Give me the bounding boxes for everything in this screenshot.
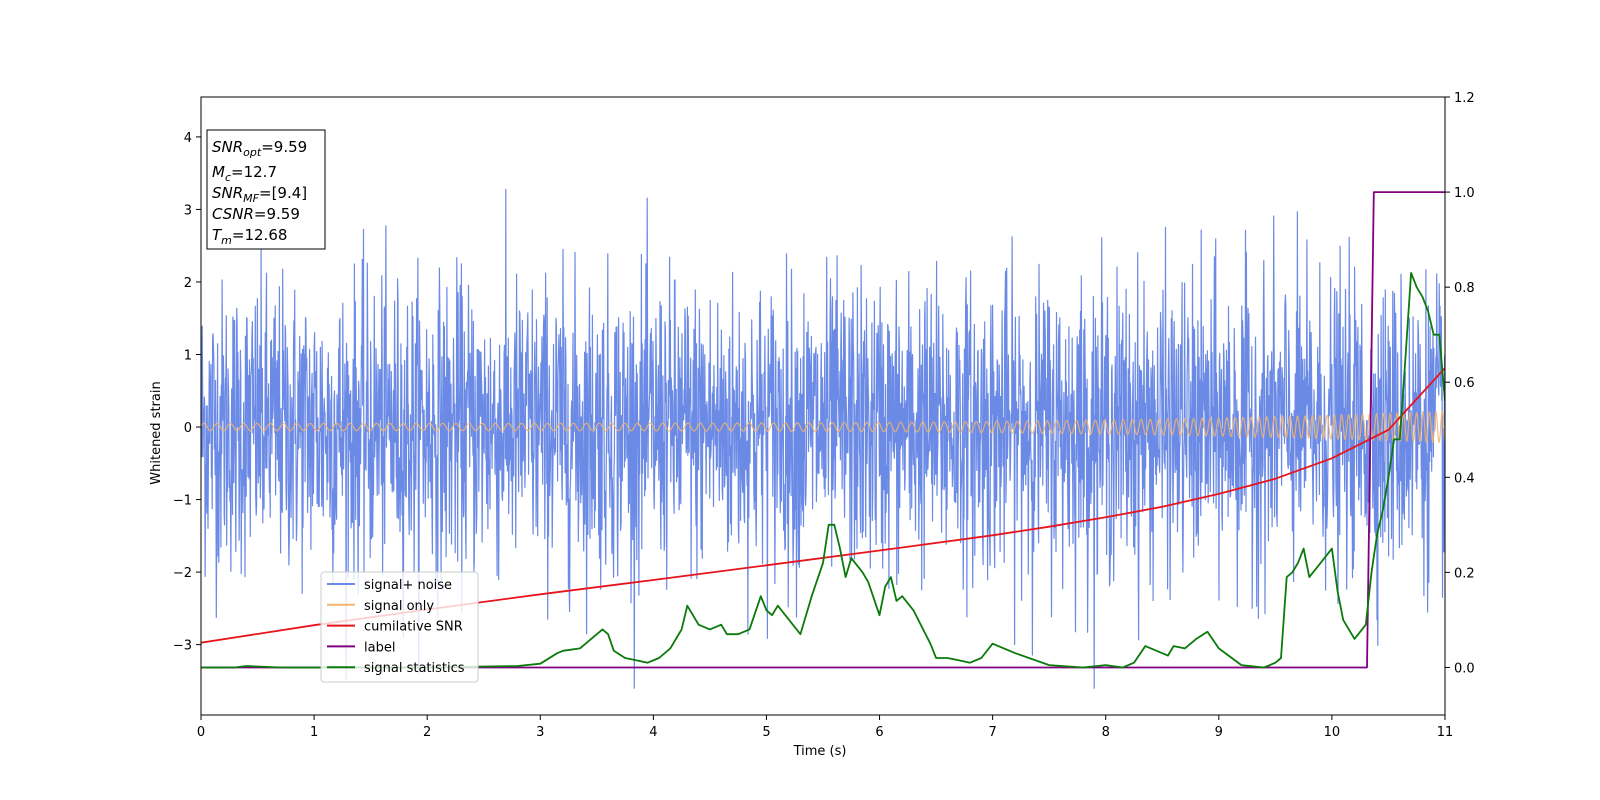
stats-line: SNRopt=9.59 xyxy=(212,138,307,159)
stats-subscript: MF xyxy=(243,192,259,205)
x-tick-label: 9 xyxy=(1215,725,1223,740)
stats-line: Mc=12.7 xyxy=(212,163,277,184)
y-left-tick-label: 2 xyxy=(184,276,192,291)
y-left-tick-label: 3 xyxy=(184,203,192,218)
stats-name: T xyxy=(212,226,223,244)
plot-area xyxy=(201,188,1445,689)
y-axis-title: Whitened strain xyxy=(149,381,164,484)
y-left-tick-label: −1 xyxy=(173,494,192,509)
stats-subscript: opt xyxy=(243,146,262,159)
stats-subscript: m xyxy=(221,234,232,247)
legend-label-label: label xyxy=(364,640,395,655)
y-right-tick-label: 0.4 xyxy=(1454,471,1475,486)
x-tick-label: 3 xyxy=(536,725,544,740)
stats-name: CSNR xyxy=(212,205,254,223)
x-tick-label: 8 xyxy=(1102,725,1110,740)
x-axis-title: Time (s) xyxy=(793,744,847,759)
y-right-tick-label: 0.2 xyxy=(1454,566,1475,581)
x-tick-label: 5 xyxy=(762,725,770,740)
stats-name: SNR xyxy=(212,138,243,156)
series-line-signal-only xyxy=(201,410,1445,443)
stats-annotation-box: SNRopt=9.59Mc=12.7SNRMF=[9.4]CSNR=9.59Tm… xyxy=(206,129,326,250)
y-right-tick-label: 1.2 xyxy=(1454,91,1475,106)
stats-line: Tm=12.68 xyxy=(212,226,287,247)
y-right-tick-label: 0.8 xyxy=(1454,281,1475,296)
y-left-tick-label: 0 xyxy=(184,421,192,436)
legend-label-cumilative-snr: cumilative SNR xyxy=(364,620,463,635)
x-tick-label: 2 xyxy=(423,725,431,740)
x-tick-label: 4 xyxy=(649,725,657,740)
x-tick-label: 7 xyxy=(988,725,996,740)
y-right-tick-label: 0.0 xyxy=(1454,661,1475,676)
series-line-signal-noise xyxy=(201,188,1445,689)
legend: signal+ noise signal only cumilative SNR la… xyxy=(320,571,479,683)
stats-name: M xyxy=(212,163,225,181)
x-tick-label: 10 xyxy=(1324,725,1341,740)
y-left-tick-label: −3 xyxy=(173,639,192,654)
x-tick-label: 1 xyxy=(310,725,318,740)
series-group xyxy=(201,188,1445,689)
stats-value: =9.59 xyxy=(254,205,300,223)
legend-label-signal-noise: signal+ noise xyxy=(364,578,452,593)
legend-label-signal-only: signal only xyxy=(364,599,434,614)
stats-value: =12.68 xyxy=(232,226,288,244)
y-left-tick-label: −2 xyxy=(173,566,192,581)
y-right-tick-label: 0.6 xyxy=(1454,376,1475,391)
series-line-cumilative-snr xyxy=(201,367,1445,644)
stats-subscript: c xyxy=(225,171,231,184)
x-tick-label: 6 xyxy=(875,725,883,740)
y-left-tick-label: 1 xyxy=(184,349,192,364)
series-line-label xyxy=(201,191,1445,669)
legend-box xyxy=(320,571,479,683)
stats-value: =[9.4] xyxy=(259,184,307,202)
plot-frame xyxy=(200,96,1446,716)
stats-box xyxy=(206,129,326,250)
x-tick-label: 11 xyxy=(1437,725,1454,740)
y-left-tick-label: 4 xyxy=(184,131,192,146)
stats-value: =12.7 xyxy=(231,163,277,181)
stats-line: SNRMF=[9.4] xyxy=(212,184,307,205)
x-tick-label: 0 xyxy=(197,725,205,740)
y-right-tick-label: 1.0 xyxy=(1454,186,1475,201)
axes: 0 1 2 3 4 5 6 7 8 9 10 11 −3 −2 −1 0 1 2 3 4 0.0 0.2 0.4 0.6 0.8… xyxy=(173,91,1475,740)
stats-name: SNR xyxy=(212,184,243,202)
stats-line: CSNR=9.59 xyxy=(212,205,300,223)
series-line-signal-statistics xyxy=(201,272,1445,669)
legend-label-signal-statistics: signal statistics xyxy=(364,661,465,676)
stats-value: =9.59 xyxy=(261,138,307,156)
